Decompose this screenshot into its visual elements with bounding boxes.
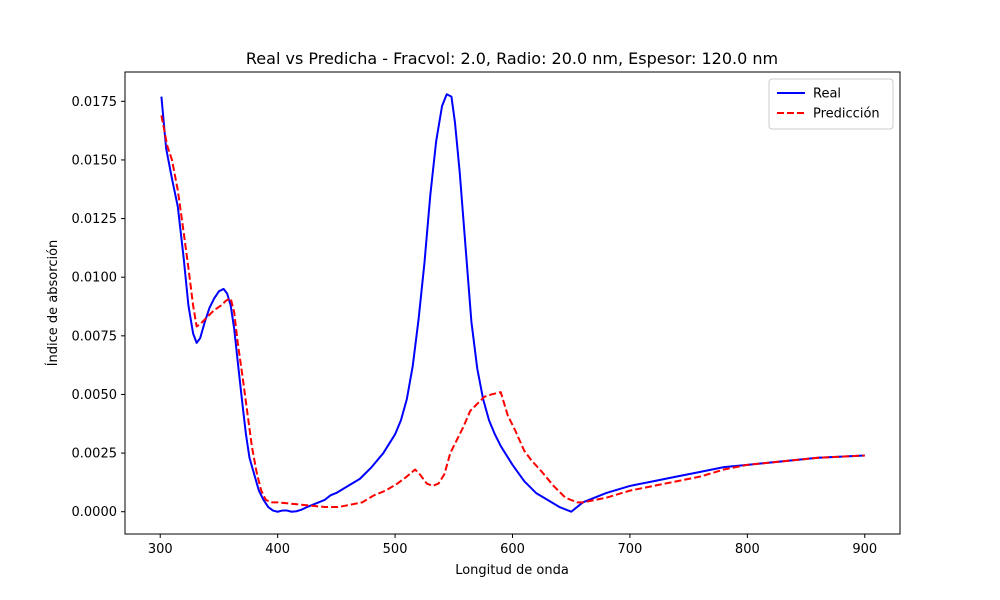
series-line-real xyxy=(160,93,865,513)
x-tick-label: 500 xyxy=(383,542,408,557)
series-layer xyxy=(160,93,865,513)
legend: Real Predicción xyxy=(768,78,894,130)
y-tick-label: 0.0025 xyxy=(72,447,118,462)
y-axis-label: Índice de absorción xyxy=(45,240,61,367)
y-tick-label: 0.0125 xyxy=(72,212,118,227)
y-tick-label: 0.0100 xyxy=(72,271,118,286)
x-axis-label: Longitud de onda xyxy=(455,563,569,578)
x-tick-label: 900 xyxy=(852,542,877,557)
y-axis-ticks: 0.0000 0.0025 0.0050 0.0075 0.0100 0.0125 0.01… xyxy=(72,95,125,520)
x-tick-label: 600 xyxy=(500,542,525,557)
x-axis-ticks: 300 400 500 600 700 800 900 xyxy=(148,534,877,557)
chart-title: Real vs Predicha - Fracvol: 2.0, Radio: … xyxy=(246,49,778,68)
y-tick-label: 0.0075 xyxy=(72,329,118,344)
y-tick-label: 0.0000 xyxy=(72,505,118,520)
y-tick-label: 0.0150 xyxy=(72,153,118,168)
series-line-prediccion xyxy=(160,115,865,509)
x-tick-label: 400 xyxy=(265,542,290,557)
x-tick-label: 800 xyxy=(735,542,760,557)
plot-area-frame xyxy=(124,71,901,535)
x-tick-label: 300 xyxy=(148,542,173,557)
legend-label-real: Real xyxy=(813,87,841,102)
x-tick-label: 700 xyxy=(618,542,643,557)
legend-label-prediccion: Predicción xyxy=(813,107,880,122)
y-tick-label: 0.0175 xyxy=(72,95,118,110)
y-tick-label: 0.0050 xyxy=(72,388,118,403)
legend-box xyxy=(768,78,894,130)
